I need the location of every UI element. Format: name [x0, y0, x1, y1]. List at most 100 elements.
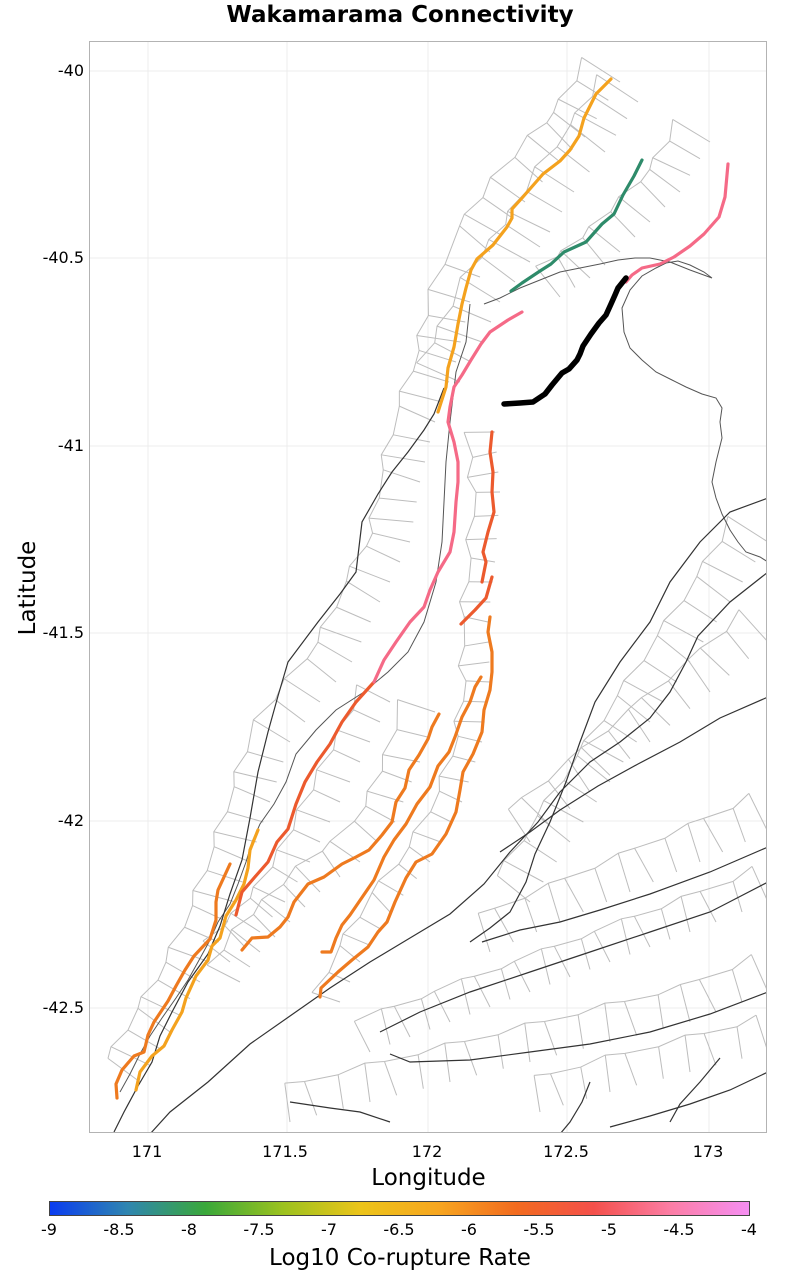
fault-patch-edge — [412, 831, 441, 843]
fault-patch-edge — [750, 954, 766, 989]
fault-patch-edge — [223, 949, 251, 968]
fault-patch-edge — [353, 709, 381, 723]
fault-patch-edge — [393, 434, 431, 443]
colorbar-tick-label: -9 — [41, 1220, 57, 1239]
fault-patch-edge — [110, 1046, 151, 1066]
fault-patch-edge — [546, 122, 573, 150]
fault-patch-edge — [364, 1063, 371, 1103]
colorbar-tick-label: -5 — [601, 1220, 617, 1239]
rupture-trace — [509, 158, 644, 293]
fault-patch-edge — [233, 771, 277, 783]
fault-patch-edge — [337, 1074, 344, 1109]
fault-patch-edge — [576, 80, 609, 101]
fault-patch-edge — [684, 1035, 691, 1073]
fault-patch-edge — [738, 609, 766, 641]
fault-patch-edge — [664, 838, 678, 873]
fault-patch-edge — [696, 576, 731, 603]
colorbar-tick-label: -4 — [741, 1220, 757, 1239]
fault-trace — [469, 498, 766, 943]
rupture-trace — [624, 162, 730, 284]
fault-trace — [289, 1101, 391, 1123]
fault-patch-edge — [359, 916, 381, 930]
fault-patch-edge — [339, 945, 361, 963]
rupture-trace — [459, 575, 494, 626]
fault-patch-edge — [213, 846, 251, 863]
y-tick-label: -40.5 — [42, 248, 84, 267]
fault-patch-edge — [379, 497, 417, 503]
fault-patch-edge — [603, 720, 637, 743]
y-tick-label: -41.5 — [42, 623, 84, 642]
fault-patch-edge — [371, 892, 391, 913]
fault-patch-edge — [505, 224, 541, 248]
fault-patch-edge — [227, 811, 264, 823]
fault-patch-edge — [283, 678, 321, 703]
fault-patch-edge — [296, 809, 331, 823]
fault-patch-edge — [399, 390, 443, 403]
fault-patch-edge — [233, 786, 271, 803]
fault-patch-edge — [481, 256, 516, 283]
fault-patch-edge — [328, 972, 351, 983]
fault-patch-edge — [732, 808, 746, 843]
fault-patch-edge — [588, 226, 621, 253]
fault-patch-edge — [634, 847, 654, 883]
fault-patch-edge — [398, 863, 417, 880]
fault-patch-edge — [660, 908, 671, 940]
fault-patch-edge — [577, 1014, 584, 1049]
y-tick-label: -42 — [57, 811, 84, 830]
fault-patch-edge — [581, 57, 621, 83]
fault-patch-edge — [726, 631, 750, 659]
y-axis-label: Latitude — [15, 540, 41, 636]
fault-patch-edge — [574, 112, 617, 136]
fault-patch-edge — [699, 891, 717, 923]
fault-patch-edge — [250, 897, 273, 918]
fault-patch-edge — [253, 719, 291, 743]
fault-patch-edge — [433, 991, 451, 1023]
fault-patch-edge — [313, 789, 341, 803]
fault-patch-edge — [549, 1073, 564, 1106]
fault-patch-edge — [416, 334, 461, 343]
fault-trace — [499, 697, 766, 853]
fault-patch-edge — [703, 818, 724, 853]
fault-patch-edge — [731, 969, 743, 1003]
fault-trace — [609, 1072, 766, 1128]
fault-patch-edge — [508, 609, 740, 810]
fault-patch-edge — [380, 1008, 391, 1045]
fault-patch-edge — [556, 146, 590, 173]
fault-patch-edge — [396, 729, 428, 738]
fault-patch-edge — [365, 805, 396, 823]
fault-patch-edge — [570, 124, 606, 153]
fault-patch-edge — [276, 849, 311, 863]
fault-patch-edge — [500, 968, 511, 1000]
colorbar-tick-label: -6.5 — [383, 1220, 415, 1239]
fault-patch-edge — [490, 176, 526, 203]
fault-patch-edge — [577, 755, 611, 783]
fault-patch-edge — [679, 984, 691, 1023]
fault-patch-edge — [623, 1001, 638, 1036]
fault-patch-edge — [453, 720, 485, 723]
fault-patch-edge — [295, 865, 321, 893]
fault-patch-edge — [346, 580, 381, 603]
fault-patch-edge — [336, 729, 371, 743]
fault-patch-edge — [311, 432, 477, 993]
fault-patch-edge — [627, 708, 651, 743]
coastline — [119, 257, 766, 1093]
fault-patch-edge — [526, 190, 563, 213]
fault-patch-edge — [563, 780, 597, 803]
coastline-path — [483, 257, 766, 562]
fault-patch-edge — [303, 1081, 318, 1116]
fault-patch-edge — [604, 1055, 611, 1093]
x-tick-label: 172.5 — [543, 1142, 589, 1161]
fault-patch-edge — [321, 850, 341, 878]
fault-patch-edge — [596, 74, 639, 103]
fault-patch-edge — [333, 749, 361, 763]
x-axis-label: Longitude — [371, 1165, 486, 1191]
fault-trace — [113, 387, 445, 1132]
fault-patch-edge — [534, 1014, 757, 1076]
fault-patch-edge — [640, 181, 666, 208]
fault-patch-edge — [393, 1006, 411, 1038]
rupture-trace — [234, 680, 376, 917]
fault-patch-edge — [652, 157, 691, 176]
x-tick-label: 171 — [131, 1142, 163, 1161]
fault-trace — [151, 572, 766, 1132]
fault-patch-edge — [617, 853, 631, 893]
